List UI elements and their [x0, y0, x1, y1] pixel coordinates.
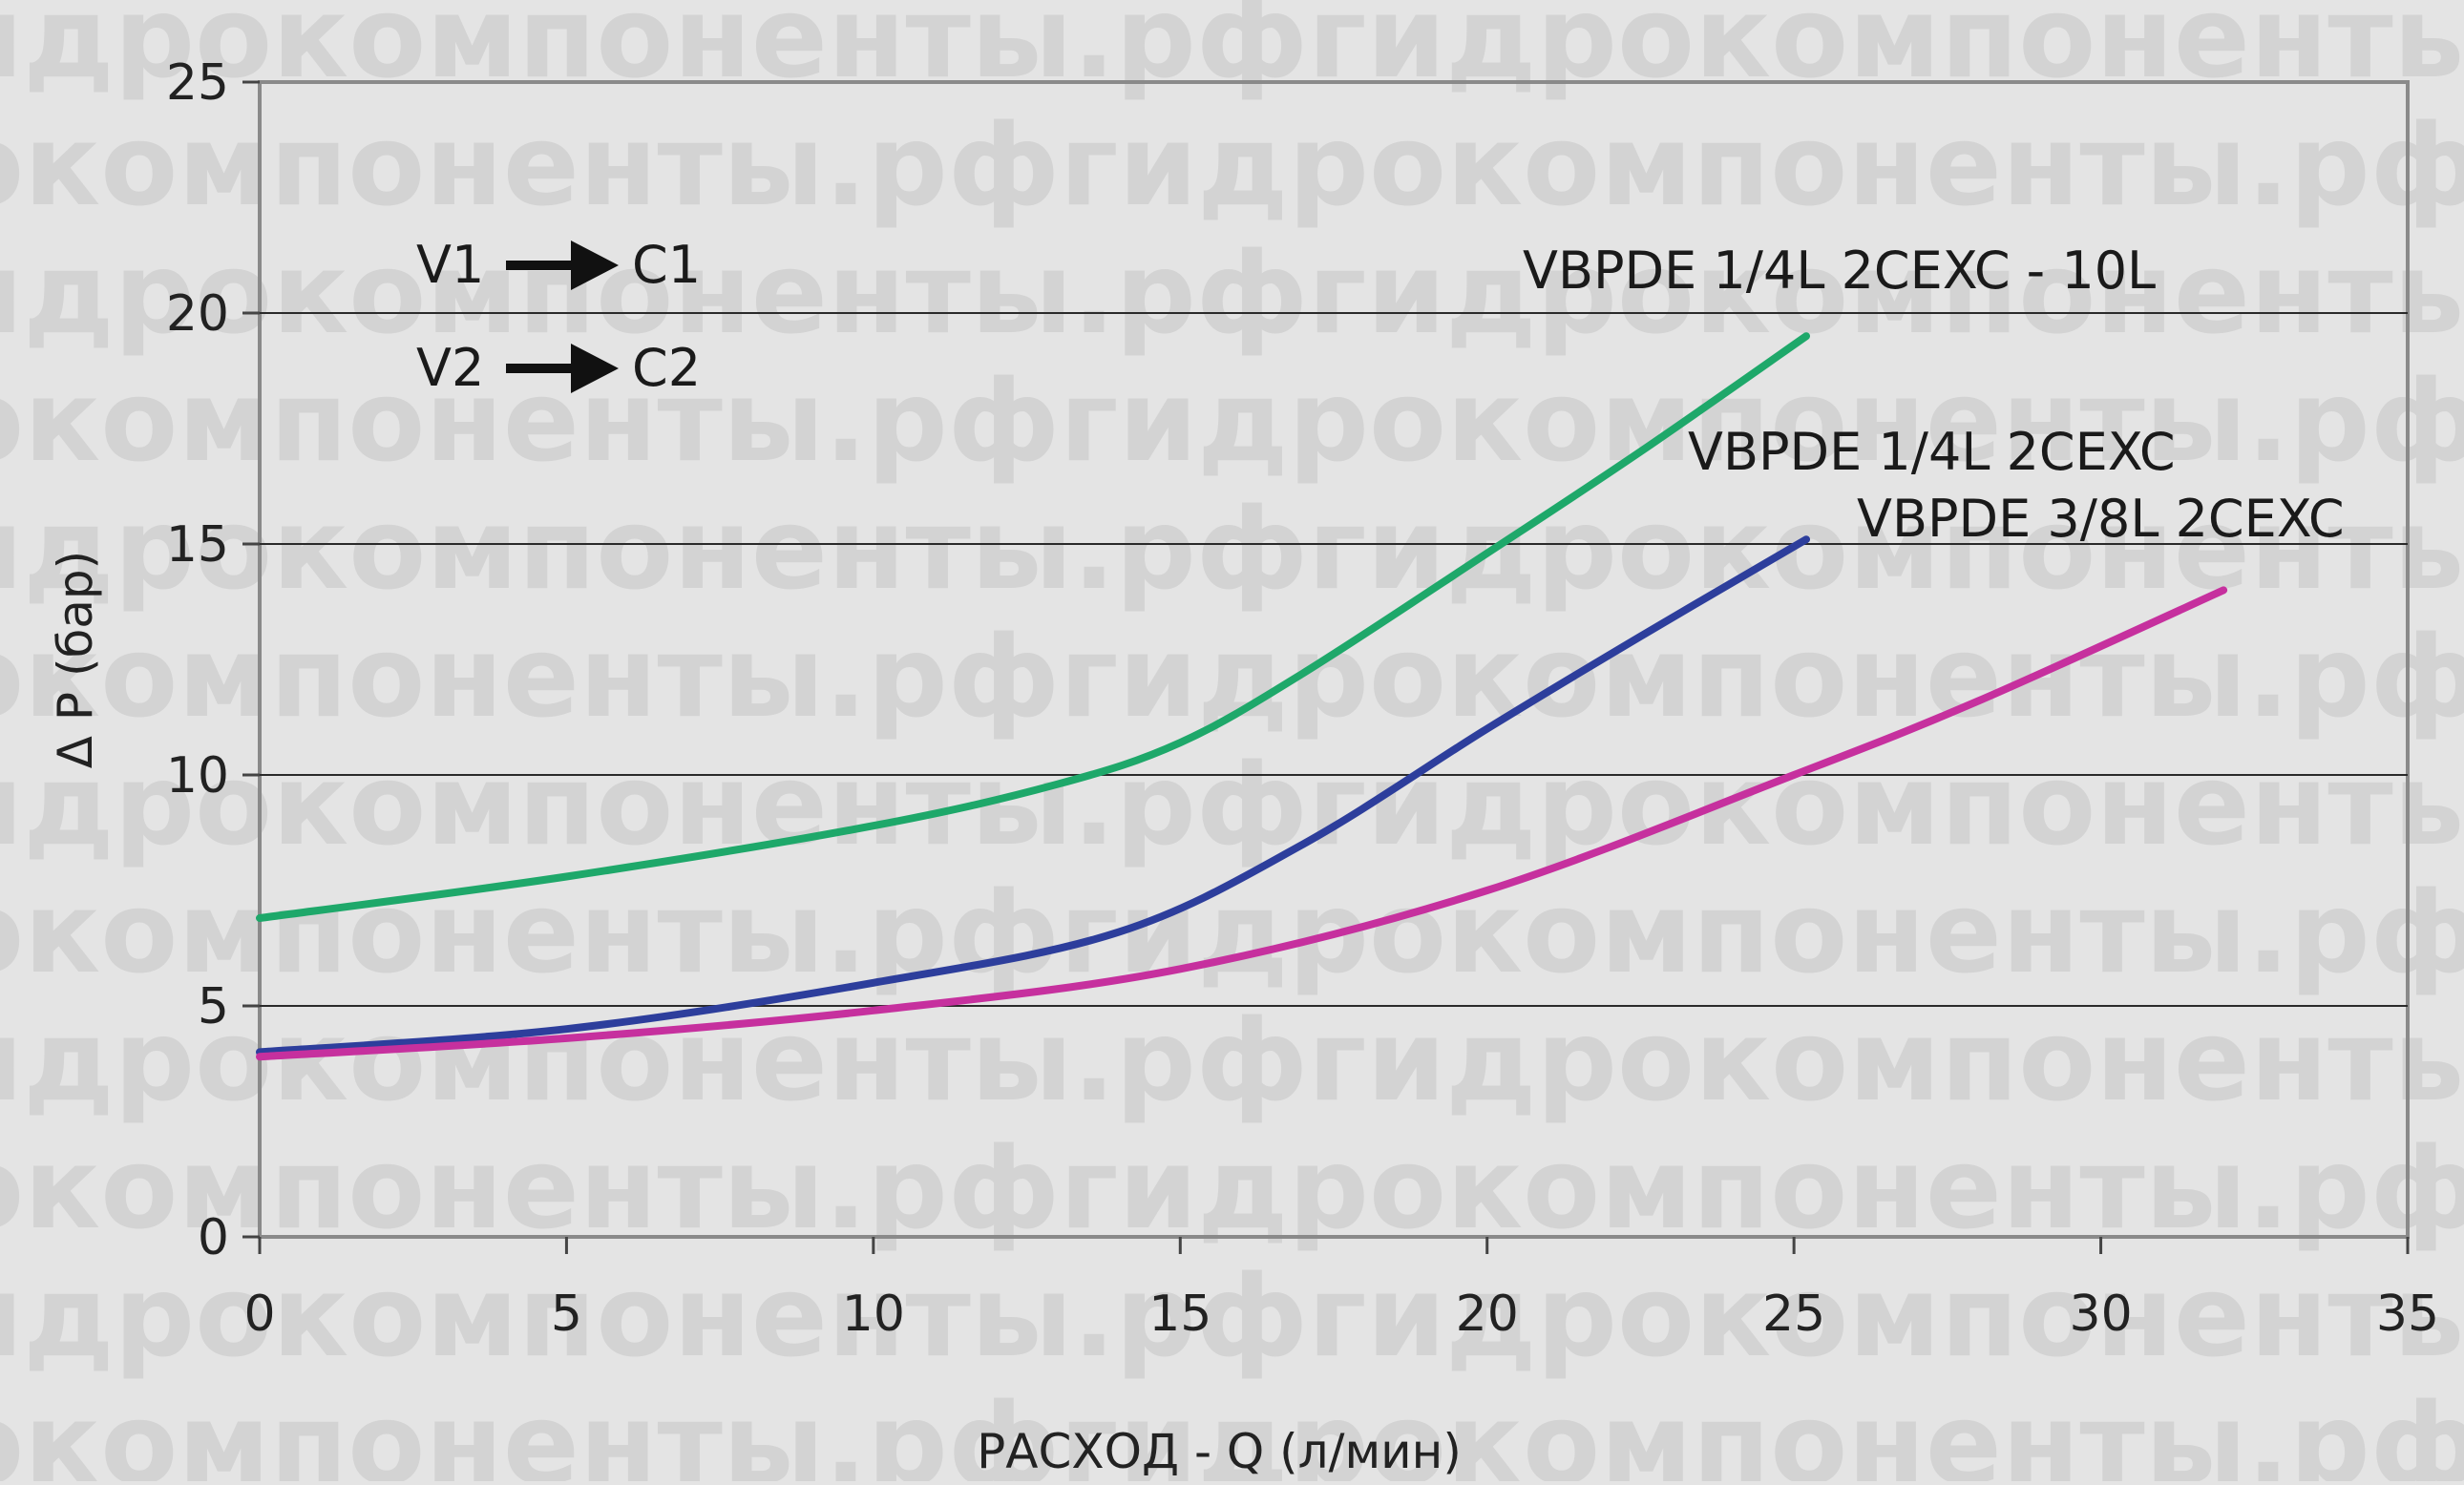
series-label-2: VBPDE 3/8L 2CEXC	[1857, 489, 2345, 549]
flow-annotation-1: V1 C1	[416, 235, 701, 295]
x-tick-label: 10	[842, 1286, 905, 1343]
watermark-text: гидрокомпоненты.рфгидрокомпоненты.рфгидр…	[0, 611, 2464, 742]
series-line-2	[256, 586, 2228, 1061]
flow-to-label: C1	[632, 235, 701, 295]
y-tick-label: 25	[166, 54, 229, 112]
y-tick-label: 20	[166, 285, 229, 343]
flow-to-label: C2	[632, 338, 701, 398]
flow-from-label: V1	[416, 235, 484, 295]
x-tick-label: 0	[243, 1286, 275, 1343]
flow-annotation-2: V2 C2	[416, 338, 701, 398]
watermark-text: гидрокомпоненты.рфгидрокомпоненты.рфгидр…	[0, 867, 2464, 998]
series-labels: VBPDE 1/4L 2CEXC - 10L VBPDE 1/4L 2CEXC VB…	[1523, 241, 2345, 549]
arrow-right-icon	[571, 344, 619, 393]
gridlines	[260, 312, 2408, 1007]
watermark-text: гидрокомпоненты.рфгидрокомпоненты.рфгидр…	[0, 355, 2464, 487]
arrow-right-icon	[571, 241, 619, 290]
x-tick-label: 35	[2376, 1286, 2439, 1343]
watermark-text: гидрокомпоненты.рфгидрокомпоненты.рфгидр…	[0, 1122, 2464, 1254]
watermark-text: гидрокомпоненты.рфгидрокомпоненты.рфгидр…	[0, 227, 2464, 359]
y-tick-label: 10	[166, 747, 229, 805]
watermark-text: гидрокомпоненты.рфгидрокомпоненты.рфгидр…	[0, 0, 2464, 103]
x-axis-title: РАСХОД - Q (л/мин)	[977, 1424, 1462, 1479]
series-label-0: VBPDE 1/4L 2CEXC - 10L	[1523, 241, 2156, 301]
y-tick-label: 5	[198, 978, 229, 1035]
x-tick-label: 30	[2069, 1286, 2132, 1343]
watermark-text: гидрокомпоненты.рфгидрокомпоненты.рфгидр…	[0, 994, 2464, 1126]
flow-annotations: V1 C1 V2 C2	[416, 235, 701, 398]
series-lines	[256, 332, 2228, 1061]
x-tick-label: 25	[1762, 1286, 1825, 1343]
x-tick-label: 15	[1148, 1286, 1211, 1343]
watermark-text: гидрокомпоненты.рфгидрокомпоненты.рфгидр…	[0, 1378, 2464, 1481]
plot-frame	[258, 80, 2410, 1239]
series-line-1	[256, 535, 1810, 1056]
y-axis-title: Δ P (бар)	[48, 551, 103, 768]
watermark-text: гидрокомпоненты.рфгидрокомпоненты.рфгидр…	[0, 99, 2464, 231]
y-tick-label: 15	[166, 516, 229, 574]
watermark-text: гидрокомпоненты.рфгидрокомпоненты.рфгидр…	[0, 1250, 2464, 1382]
y-tick-label: 0	[198, 1209, 229, 1266]
watermark-text: гидрокомпоненты.рфгидрокомпоненты.рфгидр…	[0, 739, 2464, 870]
axes: 0 5 10 15 20 25 30 35 0 5 10 15 20 25	[166, 54, 2439, 1343]
x-tick-label: 5	[551, 1286, 582, 1343]
flow-from-label: V2	[416, 338, 484, 398]
x-tick-label: 20	[1456, 1286, 1519, 1343]
series-label-1: VBPDE 1/4L 2CEXC	[1688, 422, 2176, 482]
series-line-0	[256, 332, 1810, 922]
watermark-text: гидрокомпоненты.рфгидрокомпоненты.рфгидр…	[0, 483, 2464, 615]
